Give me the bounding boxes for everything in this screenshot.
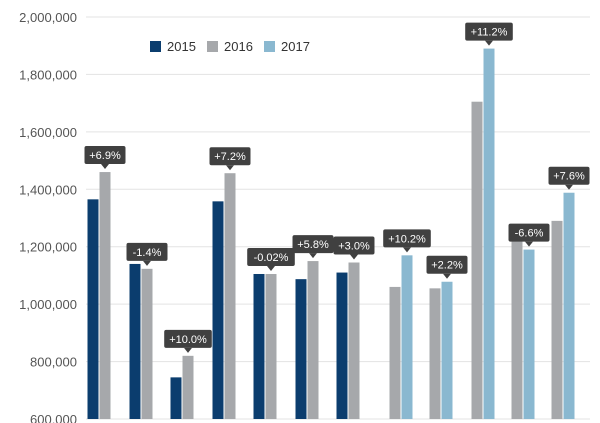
change-annotation: +6.9% bbox=[84, 146, 126, 170]
legend-item-2017: 2017 bbox=[264, 39, 310, 54]
bar-2015-cat-3 bbox=[170, 377, 182, 419]
bar-2016-cat-11 bbox=[511, 225, 523, 419]
annotation-box bbox=[333, 236, 375, 255]
bar-2015-cat-7 bbox=[336, 272, 348, 419]
bar-2016-cat-1 bbox=[99, 172, 111, 419]
bar-2015-cat-6 bbox=[295, 279, 307, 419]
annotation-box bbox=[508, 223, 550, 242]
y-tick-label: 1,000,000 bbox=[19, 297, 77, 312]
annotation-pointer bbox=[101, 164, 109, 170]
change-annotation: +10.0% bbox=[164, 329, 212, 353]
legend-swatch bbox=[150, 41, 161, 52]
legend-label: 2017 bbox=[281, 39, 310, 54]
bar-2016-cat-10 bbox=[471, 101, 483, 419]
bar-2016-cat-12 bbox=[551, 220, 563, 419]
bar-2016-cat-9 bbox=[429, 288, 441, 419]
y-axis: 600,000 800,000 1,000,000 1,200,000 1,400,00… bbox=[19, 10, 77, 423]
y-tick-label: 800,000 bbox=[30, 355, 77, 370]
change-annotation: +3.0% bbox=[333, 236, 375, 260]
annotation-label: +5.8% bbox=[297, 239, 329, 251]
bar-2015-cat-4 bbox=[212, 201, 224, 419]
annotation-label: -6.6% bbox=[515, 228, 544, 240]
bar-2017-cat-9 bbox=[441, 281, 453, 419]
annotation-pointer bbox=[226, 165, 234, 171]
bar-series bbox=[87, 48, 575, 419]
y-tick-label: 2,000,000 bbox=[19, 10, 77, 25]
annotation-pointer bbox=[565, 184, 573, 190]
bar-2016-cat-5 bbox=[265, 273, 277, 419]
legend-swatch bbox=[264, 41, 275, 52]
annotation-box bbox=[126, 242, 168, 261]
y-tick-label: 1,800,000 bbox=[19, 67, 77, 82]
annotation-label: +3.0% bbox=[338, 241, 370, 253]
legend-label: 2015 bbox=[167, 39, 196, 54]
annotation-label: +10.2% bbox=[388, 233, 426, 245]
annotation-label: -1.4% bbox=[133, 247, 162, 259]
y-tick-label: 1,400,000 bbox=[19, 182, 77, 197]
annotation-pointer bbox=[184, 347, 192, 353]
bar-2016-cat-8 bbox=[389, 286, 401, 419]
annotation-label: -0.02% bbox=[254, 252, 289, 264]
annotation-box bbox=[247, 247, 295, 266]
change-annotation: +2.2% bbox=[426, 255, 468, 279]
annotation-label: +2.2% bbox=[431, 260, 463, 272]
annotation-label: +6.9% bbox=[89, 150, 121, 162]
change-annotation: +7.2% bbox=[209, 147, 251, 171]
legend-label: 2016 bbox=[224, 39, 253, 54]
annotation-pointer bbox=[443, 273, 451, 279]
annotation-box bbox=[84, 146, 126, 165]
annotation-box bbox=[209, 147, 251, 166]
bar-2016-cat-3 bbox=[182, 355, 194, 419]
annotation-label: +7.6% bbox=[553, 171, 585, 183]
annotation-pointer bbox=[485, 40, 493, 46]
y-tick-label: 1,200,000 bbox=[19, 240, 77, 255]
annotation-pointer bbox=[143, 260, 151, 266]
change-annotation: -1.4% bbox=[126, 242, 168, 266]
change-annotation: +11.2% bbox=[465, 22, 513, 46]
bar-2017-cat-10 bbox=[483, 48, 495, 419]
change-annotation: +10.2% bbox=[383, 229, 431, 253]
bar-2015-cat-2 bbox=[129, 263, 141, 419]
annotation-label: +7.2% bbox=[214, 151, 246, 163]
annotation-box bbox=[548, 166, 590, 185]
bar-2016-cat-4 bbox=[224, 173, 236, 419]
bar-2016-cat-2 bbox=[141, 268, 153, 419]
annotation-pointer bbox=[350, 254, 358, 260]
annotation-box bbox=[164, 329, 212, 348]
chart-legend: 2015 2016 2017 bbox=[150, 39, 310, 54]
annotation-pointer bbox=[525, 241, 533, 247]
change-annotation: -6.6% bbox=[508, 223, 550, 247]
annotation-pointer bbox=[309, 253, 317, 259]
legend-swatch bbox=[207, 41, 218, 52]
bar-2016-cat-7 bbox=[348, 262, 360, 419]
bar-2016-cat-6 bbox=[307, 261, 319, 419]
annotation-label: +10.0% bbox=[169, 334, 207, 346]
bar-2017-cat-12 bbox=[563, 192, 575, 419]
annotation-box bbox=[465, 22, 513, 41]
bar-2015-cat-5 bbox=[253, 273, 265, 419]
legend-item-2015: 2015 bbox=[150, 39, 196, 54]
bar-2017-cat-8 bbox=[401, 255, 413, 419]
bar-2017-cat-11 bbox=[523, 249, 535, 419]
change-annotation: -0.02% bbox=[247, 247, 295, 271]
annotation-box bbox=[292, 235, 334, 254]
percent-change-annotations: +6.9% -1.4% +10.0% +7.2% -0.02% +5.8% +3.0% +10… bbox=[84, 22, 590, 353]
annotation-label: +11.2% bbox=[471, 27, 508, 39]
annotation-box bbox=[383, 229, 431, 248]
legend-item-2016: 2016 bbox=[207, 39, 253, 54]
change-annotation: +7.6% bbox=[548, 166, 590, 190]
annotation-box bbox=[426, 255, 468, 274]
bar-2015-cat-1 bbox=[87, 199, 99, 419]
annotation-pointer bbox=[267, 265, 275, 271]
y-tick-label: 600,000 bbox=[30, 412, 77, 423]
y-tick-label: 1,600,000 bbox=[19, 125, 77, 140]
annotation-pointer bbox=[403, 247, 411, 253]
change-annotation: +5.8% bbox=[292, 235, 334, 259]
